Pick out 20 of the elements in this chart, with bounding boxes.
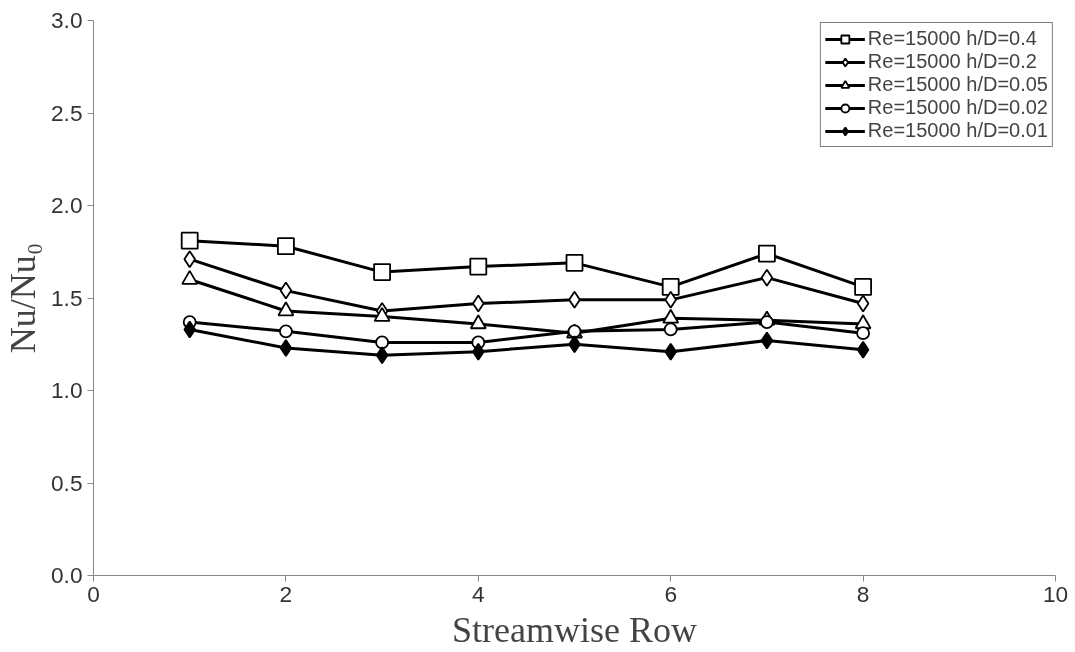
y-tick-label: 3.0 [51,7,83,33]
y-axis-title: Nu/Nu₀ [3,242,43,354]
legend-label: Re=15000 h/D=0.05 [867,73,1048,96]
x-tick-label: 2 [279,580,293,607]
legend-label: Re=15000 h/D=0.2 [867,50,1037,73]
x-tick-label: 10 [1042,580,1069,607]
y-tick-label: 2.5 [51,99,83,126]
y-tick-label: 0.5 [51,469,83,496]
x-tick-label: 6 [664,580,678,607]
x-tick-label: 4 [472,580,485,607]
y-tick-label: 1.0 [51,377,83,403]
y-tick-label: 1.5 [51,284,83,311]
y-tick-label: 2.0 [51,192,83,218]
legend-label: Re=15000 h/D=0.02 [867,96,1048,119]
legend-label: Re=15000 h/D=0.01 [867,119,1048,142]
legend-label: Re=15000 h/D=0.4 [867,27,1037,50]
x-tick-label: 0 [87,580,100,607]
y-tick-label: 0.0 [51,562,83,588]
x-tick-label: 8 [856,580,870,607]
x-axis-title: Streamwise Row [452,609,697,650]
